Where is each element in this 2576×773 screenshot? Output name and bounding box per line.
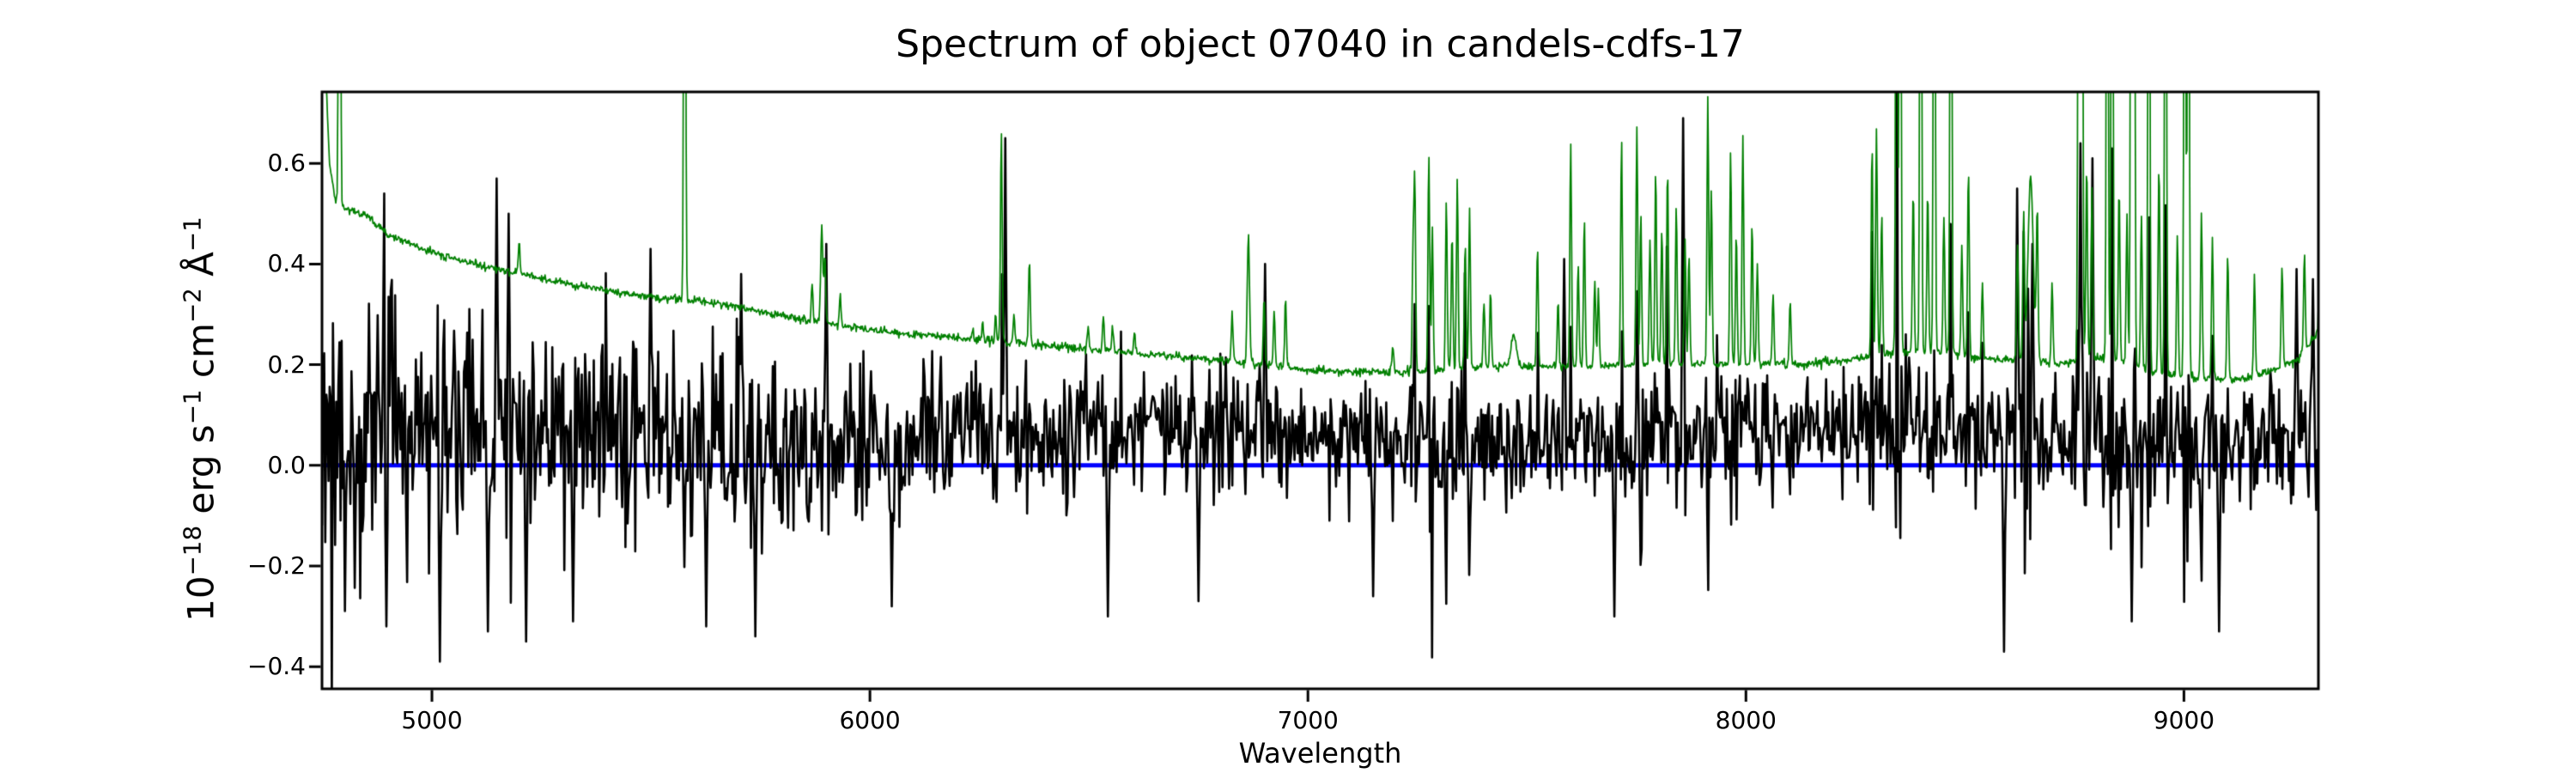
y-tick-label: −0.2: [247, 551, 306, 580]
y-tick-label: 0.4: [267, 249, 306, 278]
x-tick-label: 8000: [1715, 706, 1777, 734]
y-tick-label: 0.2: [267, 350, 306, 379]
y-axis-label-exponent: −1: [178, 216, 207, 253]
x-tick-label: 9000: [2153, 706, 2215, 734]
y-tick-label: 0.0: [267, 450, 306, 479]
x-tick-label: 6000: [839, 706, 901, 734]
y-axis-label-text: 10: [179, 575, 222, 622]
x-tick-label: 5000: [401, 706, 463, 734]
plot-title: Spectrum of object 07040 in candels-cdfs…: [896, 22, 1745, 66]
y-tick-label: 0.6: [267, 149, 306, 178]
y-axis-label-exponent: −2: [178, 288, 207, 324]
x-tick-label: 7000: [1277, 706, 1339, 734]
y-tick-label: −0.4: [247, 652, 306, 681]
y-axis-label-exponent: −1: [178, 389, 207, 425]
x-axis-label: Wavelength: [1238, 737, 1402, 770]
